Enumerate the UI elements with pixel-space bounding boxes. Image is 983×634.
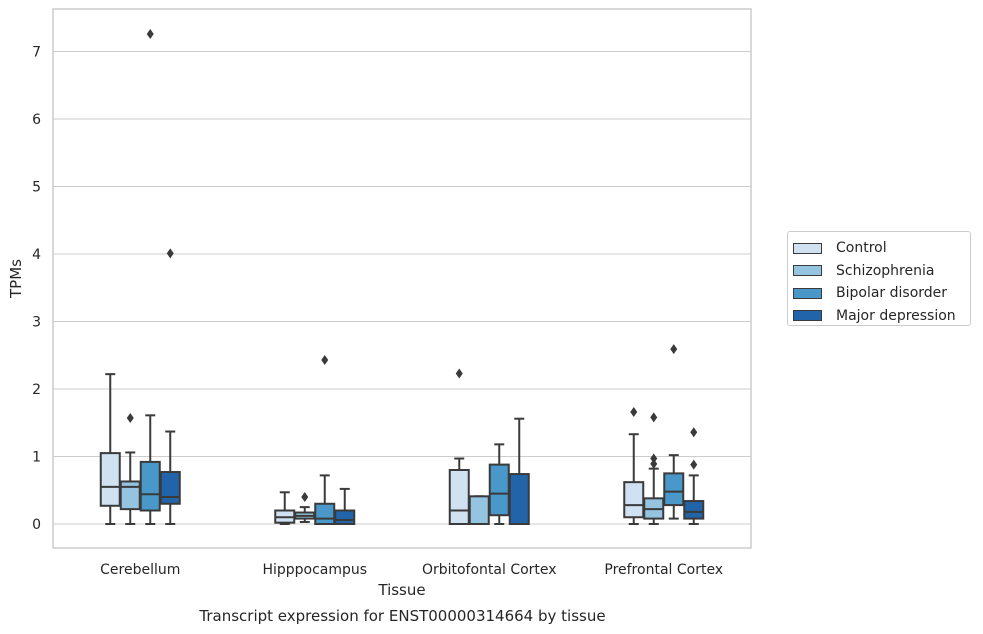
outlier-marker [146,28,154,39]
legend-swatch-control [793,242,822,254]
y-tick-label: 1 [32,450,41,466]
box [663,472,685,507]
plot-frame [52,8,752,549]
box [683,500,705,520]
box [314,502,336,525]
legend-label-schizophrenia: Schizophrenia [836,262,935,279]
outlier-marker [630,406,638,417]
legend: Control Schizophrenia Bipolar disorder M… [787,231,971,326]
box [139,460,161,512]
x-tick-label: Hipppocampus [262,562,367,578]
outlier-marker [670,344,678,355]
box [119,480,141,511]
y-axis-label: TPMs [7,259,25,299]
box [159,471,181,505]
figure-caption: Transcript expression for ENST0000031466… [199,607,606,625]
legend-label-control: Control [836,240,887,257]
y-tick-label: 0 [32,517,41,533]
outlier-marker [650,412,658,423]
outlier-marker [690,427,698,438]
x-tick-label: Cerebellum [100,562,180,578]
box [99,452,121,507]
y-tick-label: 2 [32,382,41,398]
legend-swatch-schizophrenia [793,265,822,277]
box [334,509,356,525]
x-tick-label: Orbitofontal Cortex [422,562,557,578]
y-tick-label: 5 [32,180,41,196]
outlier-marker [126,413,134,424]
legend-swatch-major-depression [793,310,822,322]
y-tick-label: 4 [32,247,41,263]
legend-label-bipolar: Bipolar disorder [836,285,948,302]
outlier-marker [690,459,698,470]
box [508,473,530,525]
legend-item-major-depression: Major depression [793,305,970,328]
x-tick-label: Prefrontal Cortex [604,562,723,578]
box [488,463,510,517]
outlier-marker [166,248,174,259]
outlier-marker [301,492,309,502]
legend-item-schizophrenia: Schizophrenia [793,260,970,283]
outlier-marker [321,354,329,365]
y-tick-label: 7 [32,45,41,61]
outlier-marker [650,453,658,464]
y-tick-label: 3 [32,315,41,331]
legend-item-control: Control [793,237,970,260]
outlier-marker [650,458,658,469]
box [448,469,470,525]
outlier-marker [455,368,463,379]
legend-swatch-bipolar [793,287,822,299]
y-tick-label: 6 [32,112,41,128]
x-axis-label: Tissue [377,581,425,599]
box [623,481,645,519]
legend-item-bipolar: Bipolar disorder [793,282,970,305]
box [468,495,490,526]
legend-label-major-depression: Major depression [836,307,956,324]
